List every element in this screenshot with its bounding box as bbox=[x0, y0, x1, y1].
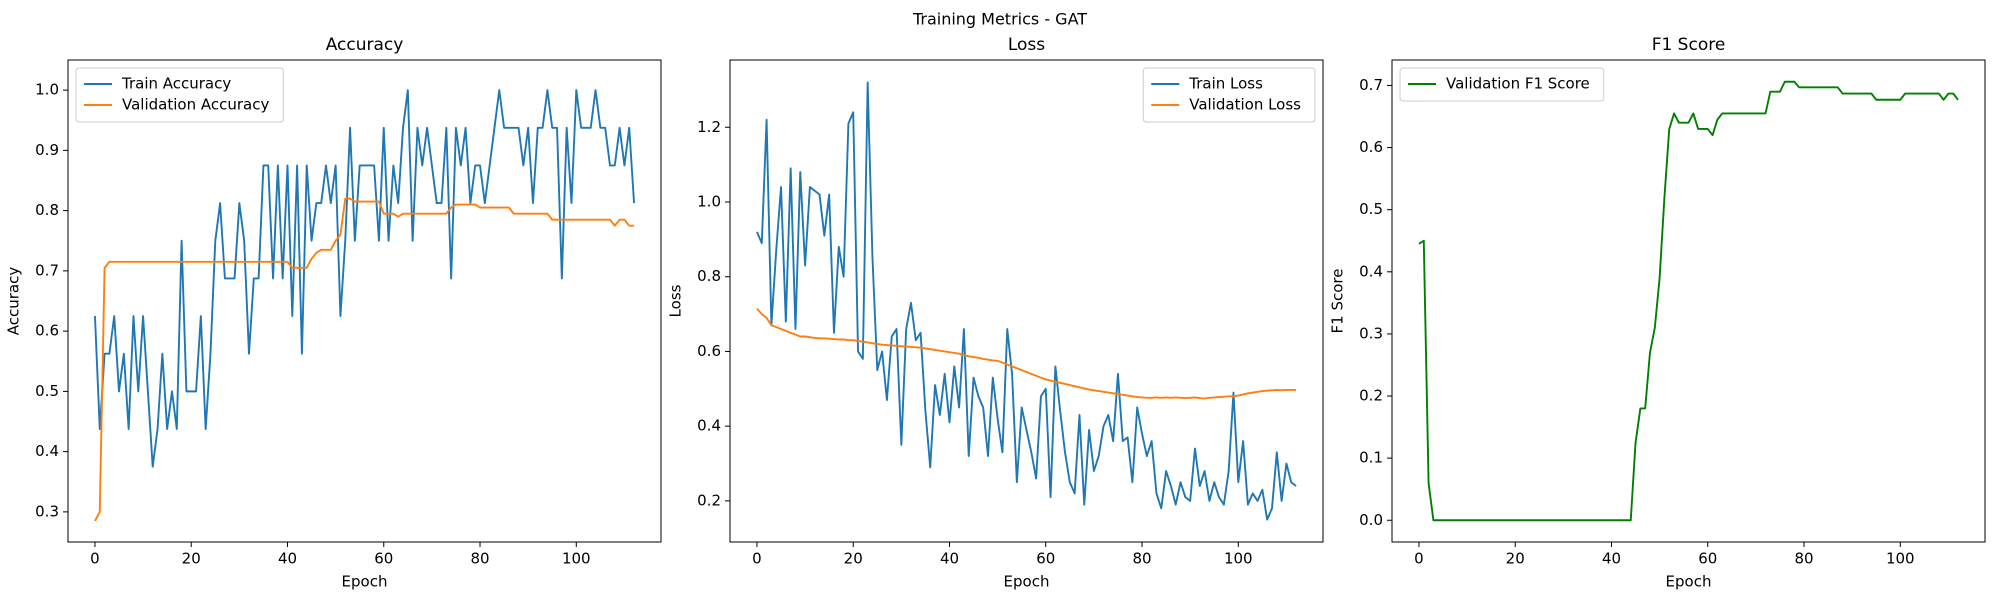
legend: Train Loss Validation Loss bbox=[1142, 67, 1316, 123]
y-tick-label: 0.5 bbox=[35, 382, 59, 400]
figure-title: Training Metrics - GAT bbox=[912, 10, 1087, 29]
x-tick-label: 80 bbox=[1132, 550, 1151, 568]
legend-box bbox=[75, 67, 284, 123]
legend-box bbox=[1142, 67, 1316, 123]
x-tick-label: 60 bbox=[374, 550, 393, 568]
legend-label: Validation Loss bbox=[1189, 96, 1301, 114]
series-line bbox=[94, 197, 635, 522]
x-axis-label: Epoch bbox=[342, 573, 388, 591]
y-tick-label: 0.7 bbox=[1359, 76, 1383, 94]
y-tick-label: 0.1 bbox=[1359, 449, 1383, 467]
y-tick-label: 0.2 bbox=[1359, 387, 1383, 405]
x-axis-label: Epoch bbox=[1666, 573, 1712, 591]
y-tick-label: 1.0 bbox=[35, 81, 59, 99]
y-tick-label: 0.3 bbox=[1359, 324, 1383, 342]
x-tick-label: 0 bbox=[752, 550, 762, 568]
axes-title: Accuracy bbox=[326, 35, 404, 55]
series-line bbox=[1418, 80, 1959, 522]
y-tick-label: 0.2 bbox=[697, 491, 721, 509]
x-tick-label: 100 bbox=[562, 550, 591, 568]
axes-title: Loss bbox=[1008, 35, 1045, 55]
series-line bbox=[756, 307, 1297, 400]
y-tick-label: 0.6 bbox=[1359, 138, 1383, 156]
x-tick-label: 20 bbox=[182, 550, 201, 568]
y-tick-label: 0.5 bbox=[1359, 200, 1383, 218]
y-tick-label: 0.4 bbox=[1359, 262, 1383, 280]
y-axis-label: Loss bbox=[667, 284, 685, 317]
x-tick-label: 60 bbox=[1698, 550, 1717, 568]
axes-frame bbox=[1391, 59, 1986, 543]
y-tick-label: 0.7 bbox=[35, 261, 59, 279]
x-tick-label: 0 bbox=[90, 550, 100, 568]
x-tick-label: 100 bbox=[1224, 550, 1253, 568]
y-tick-label: 0.8 bbox=[697, 267, 721, 285]
x-tick-label: 100 bbox=[1886, 550, 1915, 568]
legend-label: Validation Accuracy bbox=[122, 96, 269, 114]
y-tick-label: 0.6 bbox=[35, 322, 59, 340]
x-tick-label: 0 bbox=[1414, 550, 1424, 568]
series-line bbox=[756, 81, 1297, 521]
x-tick-label: 40 bbox=[278, 550, 297, 568]
y-tick-label: 0.0 bbox=[1359, 511, 1383, 529]
y-tick-label: 0.8 bbox=[35, 201, 59, 219]
x-tick-label: 20 bbox=[1506, 550, 1525, 568]
x-tick-label: 80 bbox=[1794, 550, 1813, 568]
y-tick-label: 0.4 bbox=[697, 417, 721, 435]
series-line bbox=[94, 89, 635, 468]
y-axis-label: Accuracy bbox=[5, 267, 23, 336]
legend-label: Validation F1 Score bbox=[1446, 75, 1590, 93]
legend-label: Train Accuracy bbox=[121, 75, 231, 93]
x-tick-label: 60 bbox=[1036, 550, 1055, 568]
x-axis-label: Epoch bbox=[1004, 573, 1050, 591]
y-tick-label: 0.6 bbox=[697, 342, 721, 360]
y-tick-label: 1.0 bbox=[697, 192, 721, 210]
x-tick-label: 20 bbox=[844, 550, 863, 568]
y-tick-label: 0.3 bbox=[35, 502, 59, 520]
axes-frame bbox=[67, 59, 662, 543]
y-tick-label: 1.2 bbox=[697, 118, 721, 136]
x-tick-label: 40 bbox=[1602, 550, 1621, 568]
axes-title: F1 Score bbox=[1652, 35, 1726, 55]
y-tick-label: 0.9 bbox=[35, 141, 59, 159]
legend-label: Train Loss bbox=[1188, 75, 1263, 93]
axes-frame bbox=[729, 59, 1324, 543]
x-tick-label: 80 bbox=[470, 550, 489, 568]
y-tick-label: 0.4 bbox=[35, 442, 59, 460]
legend-box bbox=[1399, 67, 1605, 102]
x-tick-label: 40 bbox=[940, 550, 959, 568]
legend: Validation F1 Score bbox=[1399, 67, 1605, 102]
legend: Train Accuracy Validation Accuracy bbox=[75, 67, 284, 123]
y-axis-label: F1 Score bbox=[1329, 269, 1347, 334]
